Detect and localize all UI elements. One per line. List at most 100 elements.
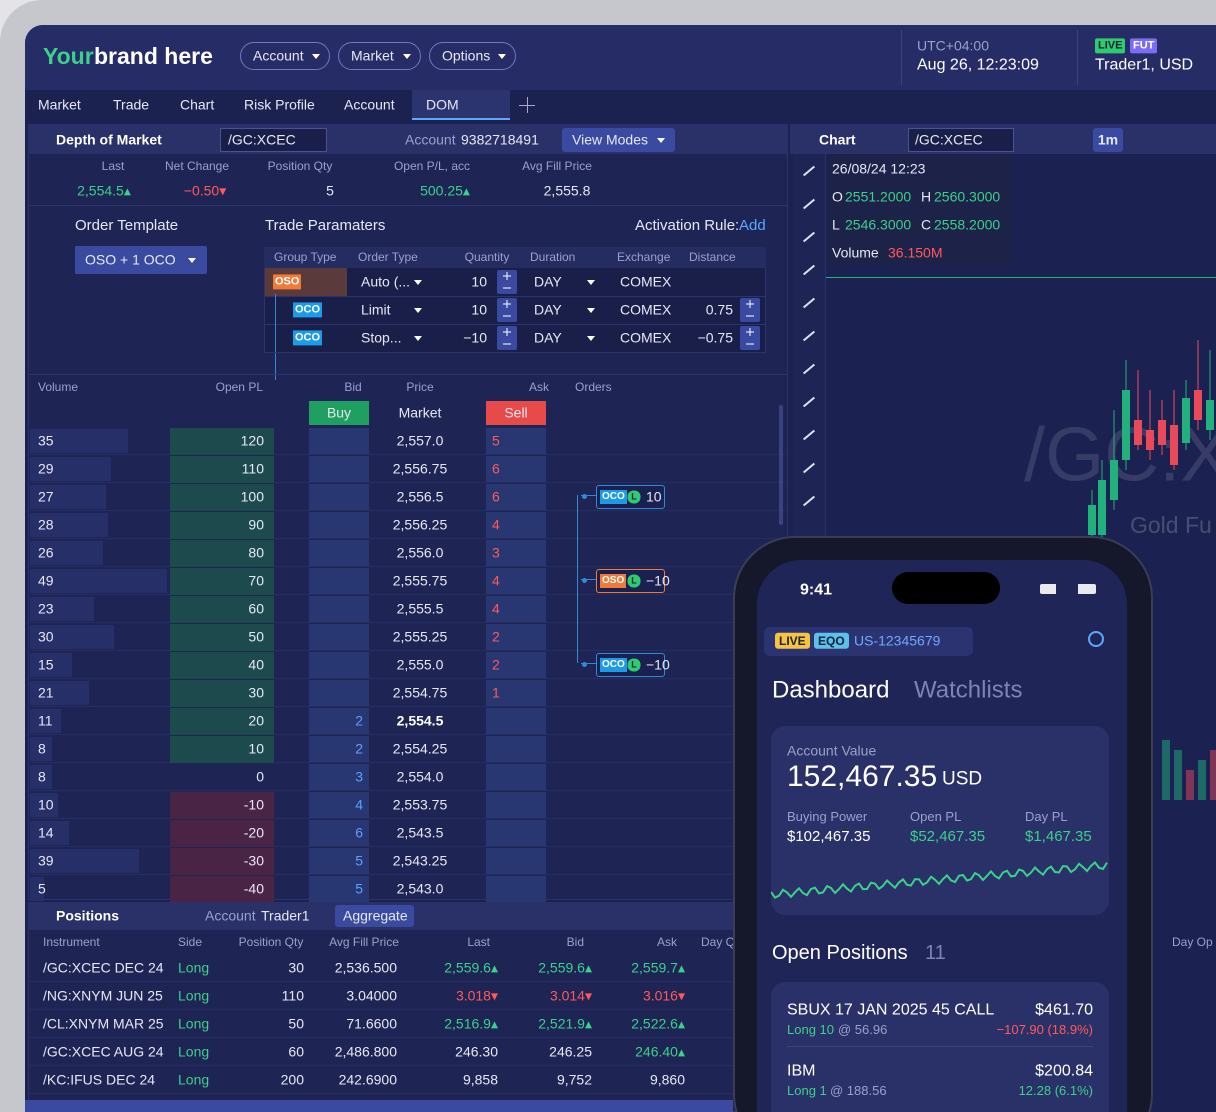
- sell-button[interactable]: [486, 401, 546, 425]
- section-label: Trade Paramaters: [265, 217, 386, 234]
- cell: 9,858: [462, 1071, 498, 1088]
- position-name: IBM: [787, 1062, 816, 1080]
- order-type-icon: L: [627, 574, 641, 588]
- menu-button[interactable]: [338, 42, 421, 70]
- volume-bar: [30, 877, 44, 901]
- price: 2,554.0: [396, 768, 444, 785]
- ask-cell: [486, 708, 546, 734]
- volume-value: 36.150M: [888, 244, 943, 261]
- cell: 2,536.500: [334, 959, 397, 976]
- bid: 2: [355, 712, 363, 729]
- account: Trader1, USD: [1095, 56, 1194, 74]
- stepper[interactable]: [740, 326, 760, 350]
- table-header: Instrument: [43, 934, 100, 949]
- menu-button[interactable]: [429, 42, 516, 70]
- table-header: Order Type: [358, 249, 418, 264]
- bid-cell: [309, 820, 369, 846]
- price: 2,557.0: [396, 432, 444, 449]
- cell: 3.04000: [346, 987, 397, 1004]
- symbol-input[interactable]: [220, 128, 327, 152]
- table-header: Group Type: [274, 249, 337, 264]
- price: 2,555.0: [396, 656, 444, 673]
- tab[interactable]: DOM: [426, 96, 459, 113]
- stepper[interactable]: [497, 270, 517, 294]
- position-value: $461.70: [1035, 1001, 1093, 1019]
- stepper[interactable]: [740, 298, 760, 322]
- buy-button[interactable]: [309, 401, 369, 425]
- row-line: [264, 352, 766, 353]
- stepper[interactable]: [497, 326, 517, 350]
- tab[interactable]: Risk Profile: [244, 96, 315, 113]
- view-modes-button[interactable]: [562, 128, 675, 152]
- volume: 30: [38, 628, 54, 645]
- open-pl-cell: [170, 568, 274, 595]
- bid-cell: [309, 512, 369, 538]
- interval-button[interactable]: [1093, 128, 1123, 152]
- open-pl-cell: [170, 456, 274, 483]
- open-pl-cell: [170, 512, 274, 539]
- aggregate-button[interactable]: [335, 905, 414, 927]
- exchange: COMEX: [620, 329, 672, 346]
- volume: 15: [38, 656, 54, 673]
- tab[interactable]: Trade: [113, 96, 150, 113]
- volume-bar: [30, 625, 114, 649]
- bid-cell: [309, 652, 369, 678]
- volume: 5: [38, 880, 46, 897]
- position-price: @ 56.96: [838, 1022, 888, 1038]
- ohlc-label: C: [921, 216, 932, 233]
- cell: 242.6900: [338, 1071, 397, 1088]
- cell: 2,559.6▴: [538, 959, 592, 976]
- row-line: [30, 790, 785, 791]
- bid-cell: [309, 624, 369, 650]
- volume-bar: [30, 821, 70, 845]
- price: 2,554.25: [392, 740, 448, 757]
- button-label: View Modes: [572, 131, 649, 148]
- ask-cell: [486, 764, 546, 790]
- open-pl: 100: [240, 488, 264, 505]
- cell: 110: [281, 987, 304, 1004]
- volume: 28: [38, 516, 54, 533]
- tab[interactable]: Account: [344, 96, 395, 113]
- cell: 2,516.9▴: [444, 1015, 498, 1032]
- ask-cell: [486, 792, 546, 818]
- ohlc-box: [826, 154, 1014, 265]
- open-pl: 60: [248, 600, 264, 617]
- bid-cell: [309, 764, 369, 790]
- summary-value: 2,555.8: [543, 182, 591, 199]
- badge: EQO: [814, 632, 849, 650]
- positions-card: [771, 982, 1109, 1112]
- price: 2,554.75: [392, 684, 448, 701]
- group-link: [275, 294, 276, 324]
- volume-bar: [30, 737, 53, 761]
- position-side: Long 10: [787, 1022, 834, 1038]
- template-select[interactable]: [75, 246, 207, 274]
- ask: 6: [492, 488, 500, 505]
- order-type: Limit: [361, 301, 391, 318]
- ask: 4: [492, 572, 500, 589]
- metric-value: $52,467.35: [910, 828, 986, 845]
- account-label: Account: [205, 907, 256, 924]
- stepper[interactable]: [497, 298, 517, 322]
- symbol-input[interactable]: [908, 128, 1014, 152]
- open-pl-cell: [170, 848, 274, 875]
- caret-icon: [657, 138, 665, 143]
- cell: /GC:XCEC DEC 24: [43, 959, 164, 976]
- stepper-icon: [746, 328, 754, 345]
- tab[interactable]: Market: [38, 96, 81, 113]
- row-line: [30, 762, 785, 763]
- button-label: Sell: [504, 404, 528, 421]
- tab[interactable]: Chart: [180, 96, 215, 113]
- menu-button[interactable]: [240, 42, 330, 70]
- section-title: Open Positions: [772, 942, 908, 964]
- cell: 200: [280, 1071, 304, 1088]
- order-link: [581, 663, 596, 664]
- volume-bar: [30, 597, 95, 621]
- summary-header: Avg Fill Price: [522, 158, 592, 173]
- ask-cell: [486, 456, 546, 482]
- cell: 9,860: [649, 1071, 685, 1088]
- menu-label: Market: [351, 47, 394, 64]
- search-icon[interactable]: [1088, 631, 1104, 647]
- panel-title: Chart: [819, 131, 856, 148]
- open-pl-cell: [170, 736, 274, 763]
- row-line: [28, 1065, 788, 1066]
